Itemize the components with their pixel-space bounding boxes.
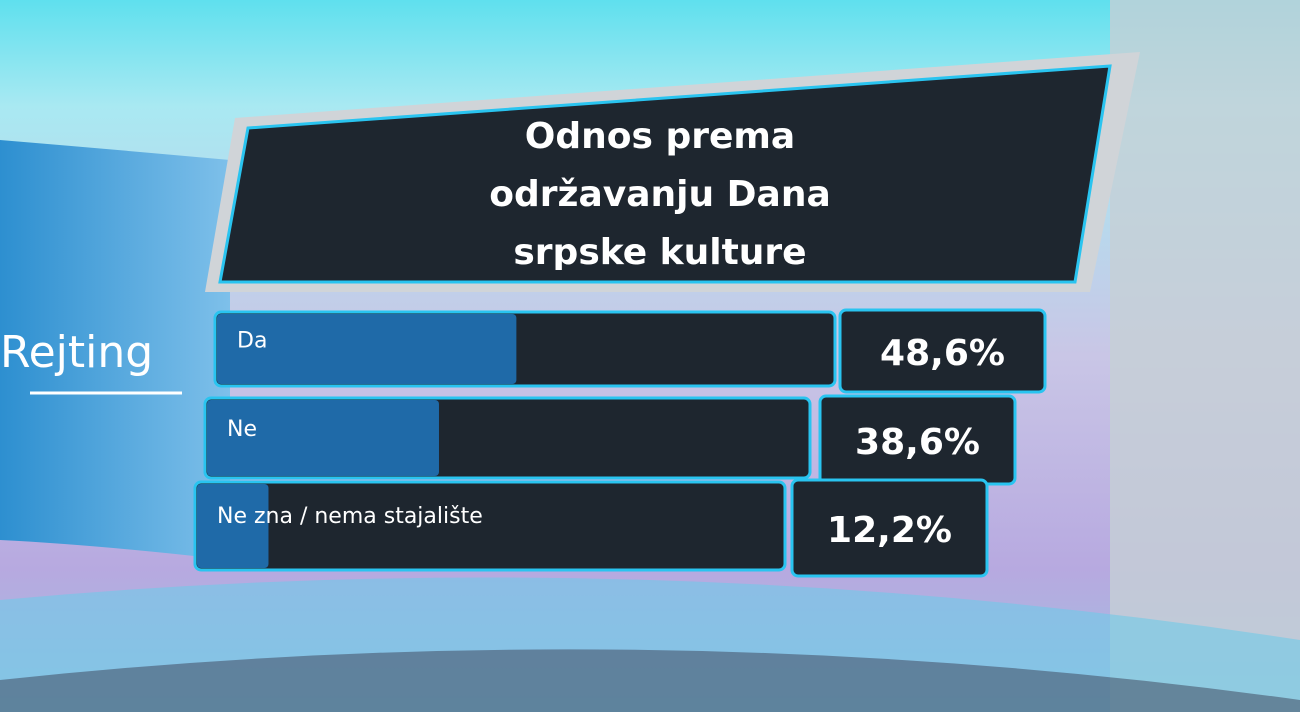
value-box <box>790 478 989 578</box>
title-panel <box>218 64 1112 284</box>
value-box <box>838 308 1047 394</box>
title-box: Odnos prema održavanju Dana srpske kultu… <box>489 120 831 270</box>
category-label: Ne zna / nema stajalište <box>217 504 483 529</box>
screen-wall <box>0 140 230 560</box>
bar <box>217 314 517 384</box>
bar <box>207 400 439 476</box>
bar <box>197 484 269 568</box>
logo: Rejting <box>0 327 153 378</box>
value-label: 12,2% <box>827 510 952 551</box>
value-label: 38,6% <box>855 422 980 463</box>
floor <box>0 649 1300 712</box>
category-label: Da <box>237 329 267 354</box>
bar-track <box>193 480 787 572</box>
side-wall <box>1110 0 1300 712</box>
chart-title: Odnos prema održavanju Dana srpske kultu… <box>489 120 831 270</box>
value-label: 48,6% <box>880 333 1005 374</box>
category-label: Ne <box>227 417 257 442</box>
